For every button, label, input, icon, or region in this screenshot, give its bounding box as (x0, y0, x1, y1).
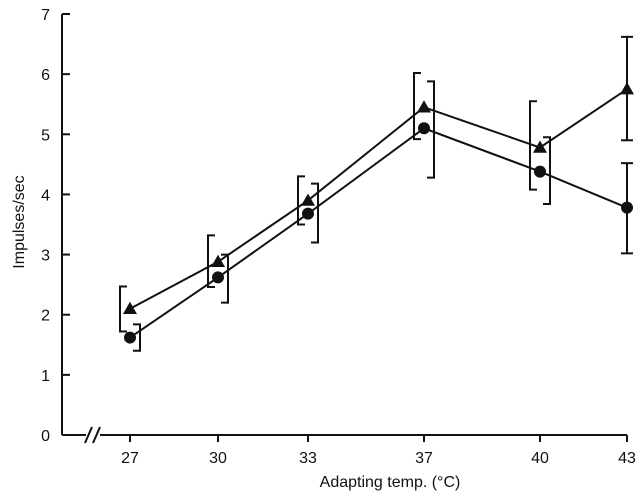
y-tick-label: 7 (41, 7, 50, 24)
error-bracket (133, 323, 141, 352)
circle-point (534, 165, 546, 178)
x-tick-label: 37 (415, 450, 433, 467)
error-bracket (413, 71, 421, 141)
y-tick-label: 0 (41, 428, 50, 445)
y-tick-label: 5 (41, 127, 50, 144)
error-bracket (427, 80, 435, 179)
y-axis-title: Impulses/sec (11, 175, 28, 268)
y-tick-label: 4 (41, 187, 50, 204)
triangle-point (533, 140, 547, 153)
x-tick-label: 43 (618, 450, 636, 467)
y-tick-label: 1 (41, 368, 50, 385)
error-bracket (297, 175, 305, 226)
circle-point (302, 207, 314, 220)
error-bracket (529, 100, 537, 191)
triangle-series-line (129, 88, 628, 310)
x-tick-label: 27 (121, 450, 139, 467)
x-tick-label: 30 (209, 450, 227, 467)
x-tick-label: 33 (299, 450, 317, 467)
error-bracket (221, 253, 229, 304)
axis-break-mark (92, 426, 101, 444)
y-tick-label: 6 (41, 67, 50, 84)
circle-point (212, 271, 224, 284)
triangle-point (123, 301, 137, 314)
y-tick-label: 2 (41, 308, 50, 325)
triangle-point (417, 100, 431, 113)
axis-break-mark (84, 426, 93, 444)
triangle-point (211, 254, 225, 268)
error-bracket (311, 182, 319, 244)
triangle-series (119, 35, 634, 333)
triangle-point (301, 193, 315, 206)
triangle-point (620, 82, 634, 95)
circle-point (621, 201, 633, 214)
x-axis-title: Adapting temp. (°C) (320, 474, 461, 491)
circle-point (418, 122, 430, 135)
plot-area (119, 35, 634, 352)
error-bracket (119, 285, 127, 333)
circle-point (124, 331, 136, 344)
error-bracket (207, 234, 215, 289)
circle-series (124, 80, 633, 352)
x-tick-label: 40 (531, 450, 549, 467)
y-tick-label: 3 (41, 248, 50, 265)
axes: 0 1 2 3 4 5 6 7 27 30 33 37 40 43 (41, 7, 636, 467)
circle-series-line (129, 127, 628, 339)
error-bracket (543, 136, 551, 206)
